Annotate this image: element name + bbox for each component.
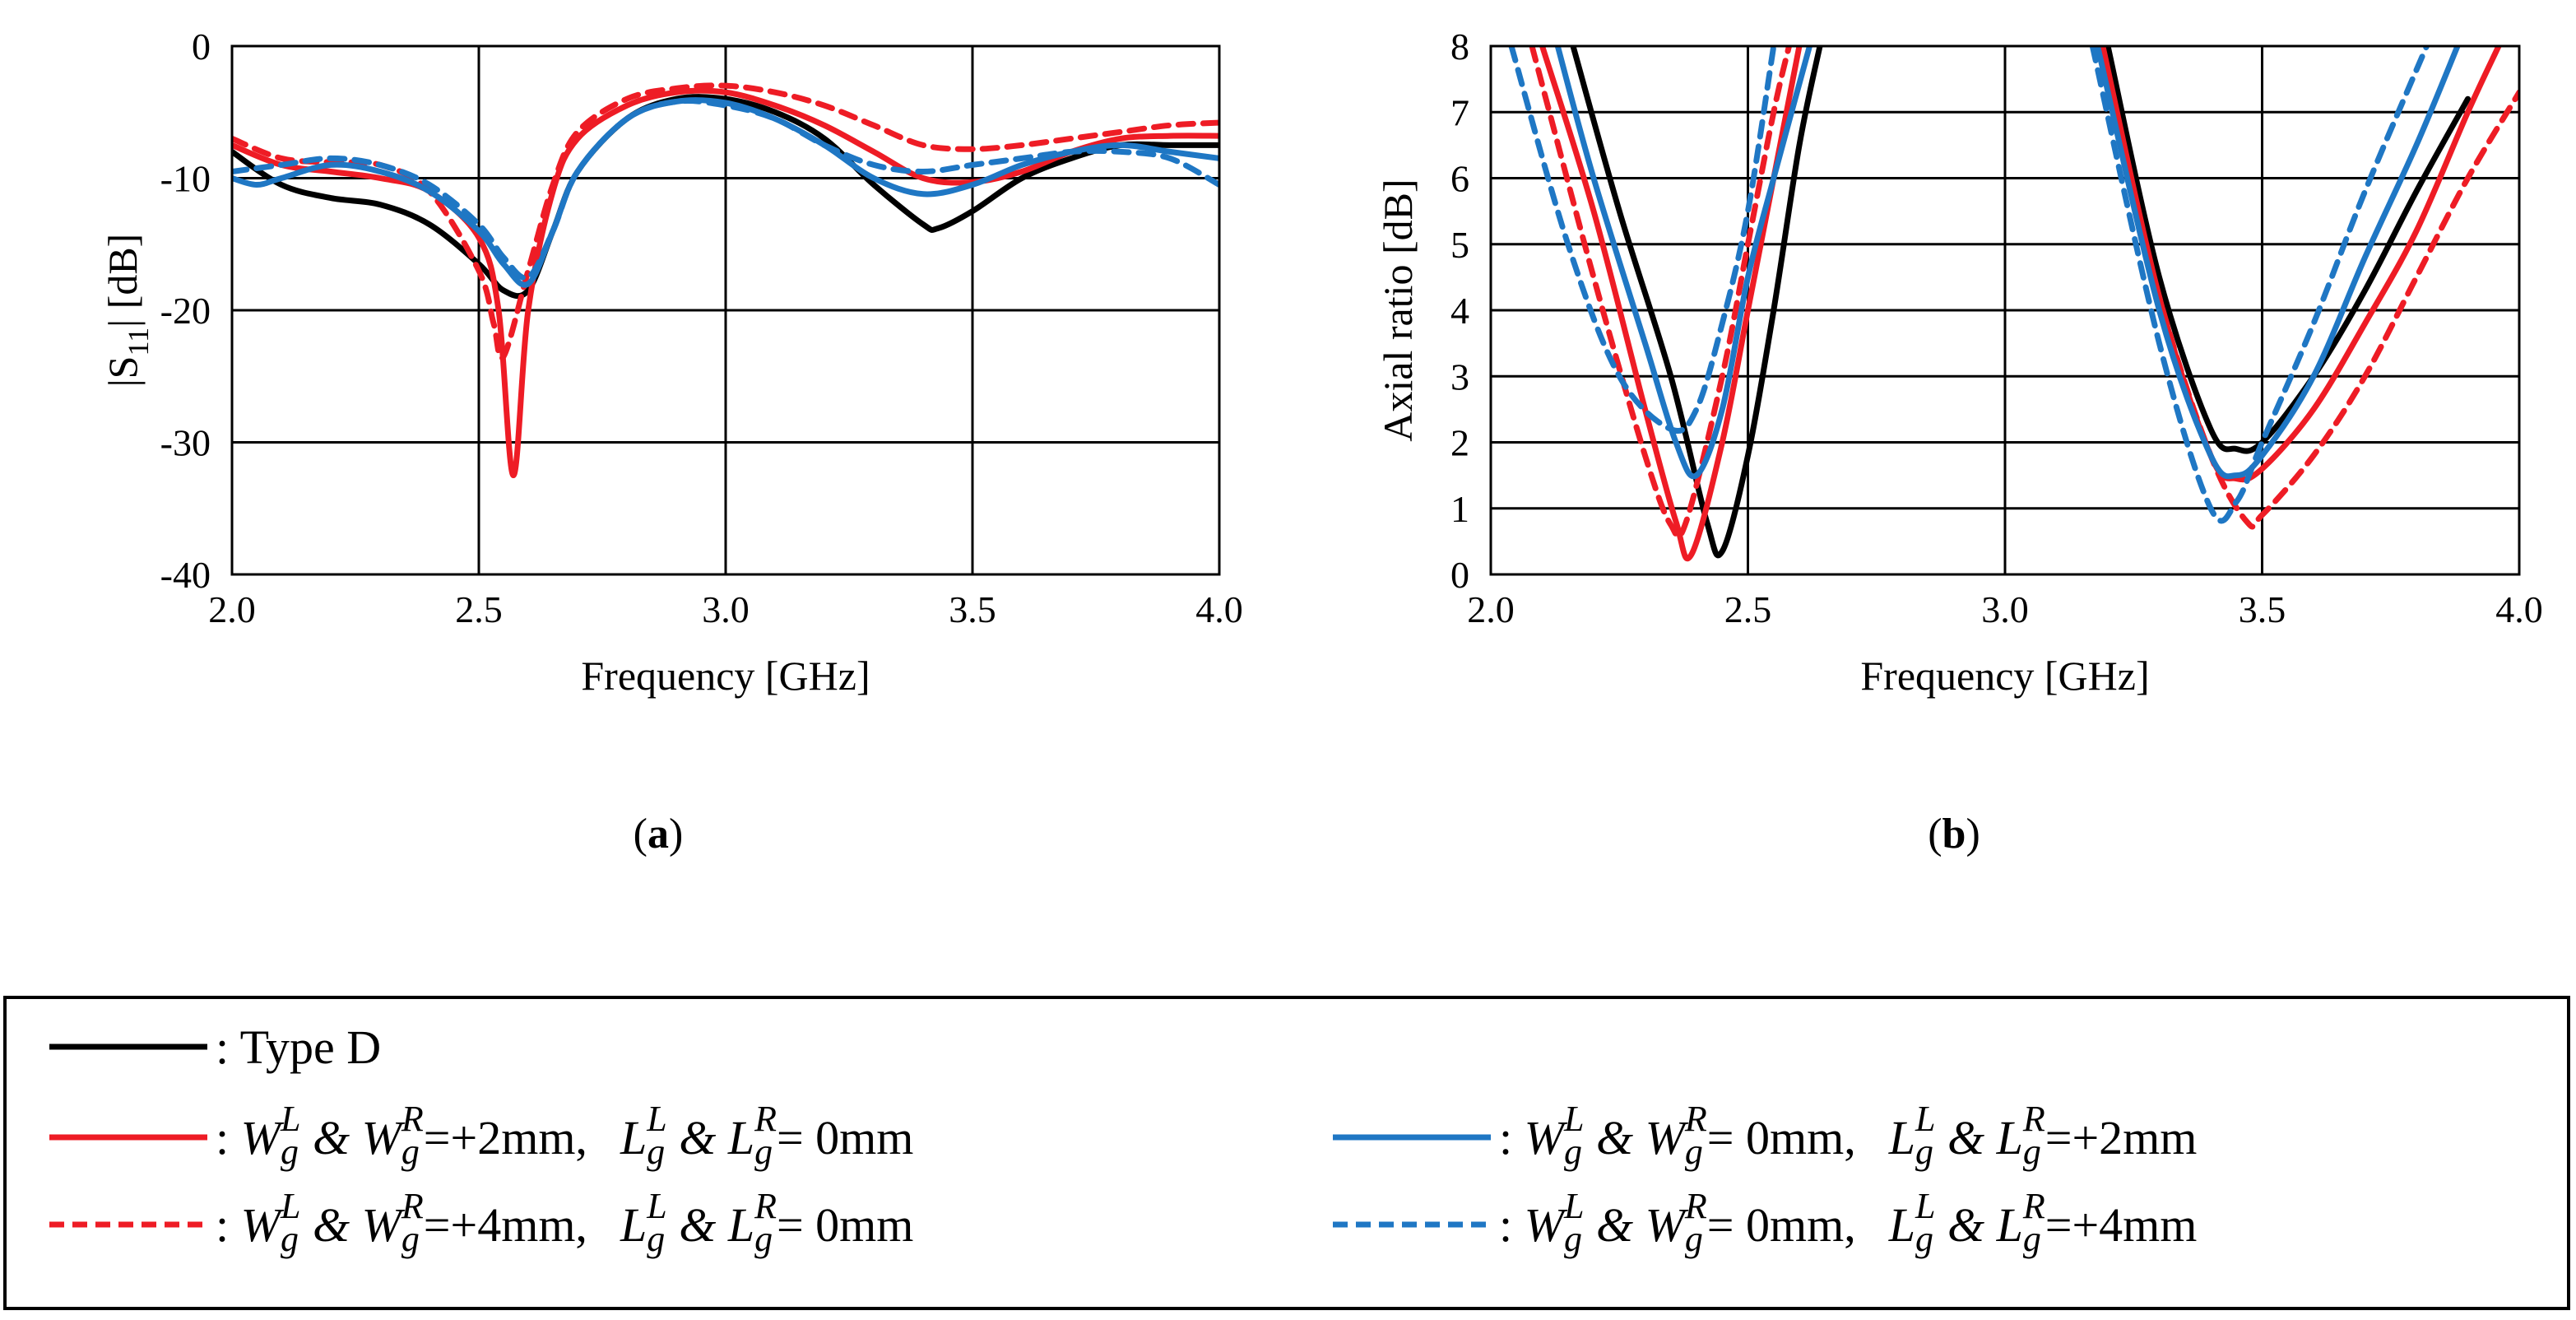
chart-b-xlabel: Frequency [GHz] bbox=[1860, 653, 2149, 699]
chart-b-frame bbox=[1489, 44, 2521, 576]
chart-b-series-4-part-0 bbox=[1508, 46, 1777, 435]
chart-b-xtick-label: 3.5 bbox=[2239, 588, 2286, 630]
chart-a-ylabel: |S11| [dB] bbox=[100, 234, 155, 388]
chart-b: 2.0 2.5 3.0 3.5 4.0 8 7 6 5 4 3 2 1 0 Frequency [GHz] A… bbox=[1375, 26, 2543, 699]
chart-a-ytick-label: -30 bbox=[160, 422, 211, 464]
chart-b-series-2-part-1 bbox=[2095, 46, 2519, 530]
legend: : Type D : WgL & WgR=+2mm, LgL & LgR= 0mm… bbox=[3, 996, 2570, 1310]
chart-b-ytick-label: 7 bbox=[1450, 91, 1469, 133]
legend-label-wg-plus4: : WgL & WgR=+4mm, LgL & LgR= 0mm bbox=[216, 1186, 913, 1259]
legend-label-wg-plus2: : WgL & WgR=+2mm, LgL & LgR= 0mm bbox=[216, 1099, 913, 1172]
chart-a-xlabel: Frequency [GHz] bbox=[581, 653, 870, 699]
chart-a-ytick-label: -10 bbox=[160, 158, 211, 200]
chart-b-ytick-label: 2 bbox=[1450, 422, 1469, 464]
chart-b-xtick-label: 2.5 bbox=[1724, 588, 1772, 630]
chart-b-xtick-label: 3.0 bbox=[1981, 588, 2029, 630]
panel-b-label: (b) bbox=[1928, 811, 1980, 858]
chart-b-ytick-label: 4 bbox=[1450, 290, 1469, 332]
chart-b-ytick-label: 6 bbox=[1450, 158, 1469, 200]
chart-a-frame bbox=[230, 44, 1221, 576]
chart-a-xtick-label: 4.0 bbox=[1195, 588, 1243, 630]
chart-a-xtick-label: 2.0 bbox=[208, 588, 256, 630]
chart-b-series-4-part-1 bbox=[2089, 46, 2430, 524]
chart-b-ytick-label: 3 bbox=[1450, 356, 1469, 397]
legend-box bbox=[3, 996, 2570, 1310]
chart-a-ytick-label: 0 bbox=[192, 26, 211, 67]
chart-b-xtick-label: 4.0 bbox=[2495, 588, 2543, 630]
chart-b-series-0-part-0 bbox=[1570, 46, 1823, 559]
chart-b-series-2-part-0 bbox=[1529, 46, 1792, 540]
chart-a-series-0 bbox=[232, 94, 1219, 300]
chart-b-ylabel: Axial ratio [dB] bbox=[1375, 179, 1421, 441]
chart-a-series-4 bbox=[232, 98, 1219, 281]
chart-b-series-1-part-0 bbox=[1539, 46, 1803, 562]
chart-b-series-3-part-1 bbox=[2095, 46, 2461, 480]
chart-b-ytick-label: 0 bbox=[1450, 554, 1469, 596]
chart-b-ytick-label: 5 bbox=[1450, 224, 1469, 266]
chart-b-xtick-label: 2.0 bbox=[1467, 588, 1515, 630]
chart-a-xtick-label: 3.0 bbox=[702, 588, 750, 630]
chart-b-series-3-part-0 bbox=[1554, 46, 1812, 480]
panel-a-label: (a) bbox=[634, 811, 684, 858]
chart-a-xtick-label: 2.5 bbox=[455, 588, 503, 630]
chart-a-xtick-label: 3.5 bbox=[949, 588, 996, 630]
chart-a-ytick-label: -40 bbox=[160, 554, 211, 596]
legend-label-lg-plus4: : WgL & WgR= 0mm, LgL & LgR=+4mm bbox=[1499, 1186, 2197, 1259]
chart-a: 2.0 2.5 3.0 3.5 4.0 0 -10 -20 -30 -40 Frequency [G… bbox=[100, 26, 1243, 699]
chart-b-ytick-label: 1 bbox=[1450, 488, 1469, 530]
legend-label-lg-plus2: : WgL & WgR= 0mm, LgL & LgR=+2mm bbox=[1499, 1099, 2197, 1172]
chart-b-ytick-label: 8 bbox=[1450, 26, 1469, 67]
chart-a-ytick-label: -20 bbox=[160, 290, 211, 332]
legend-label-type-d: : Type D bbox=[216, 1020, 381, 1074]
